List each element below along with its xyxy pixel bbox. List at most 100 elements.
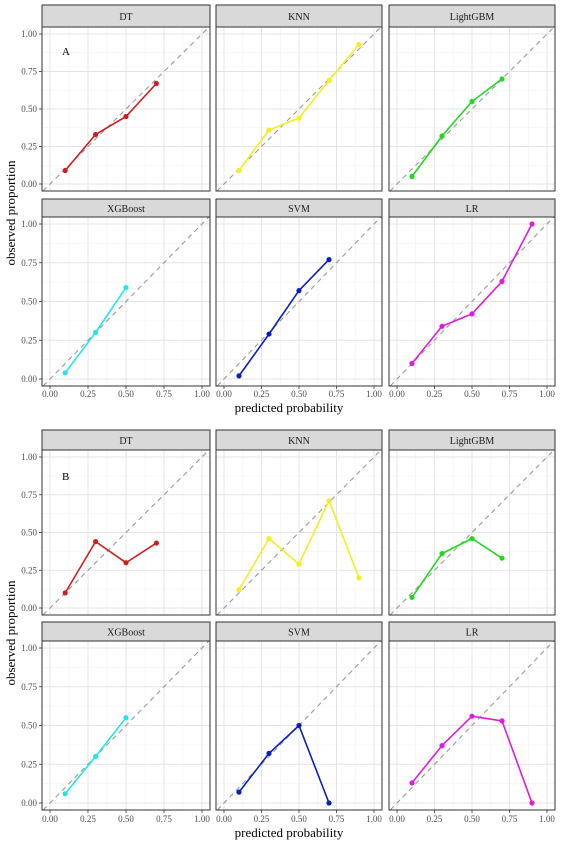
- x-tick-label: 1.00: [366, 389, 382, 399]
- x-tick-label: 0.00: [42, 389, 58, 399]
- x-tick-label: 0.50: [118, 389, 134, 399]
- data-point: [153, 80, 159, 87]
- facet-xgboost: XGBoost 0.00 0.25 0.50 0.75 1.00 0.00 0.25 0.50 0…: [21, 621, 211, 824]
- y-tick-label: 0.75: [21, 258, 37, 268]
- data-point: [296, 722, 302, 729]
- facet-xgboost: XGBoost 0.00 0.25 0.50 0.75 1.00 0.00 0.25 0.50 0…: [21, 198, 211, 399]
- series-line: [411, 78, 503, 177]
- y-tick-label: 0.00: [21, 603, 37, 613]
- data-point: [529, 221, 535, 227]
- y-axis-title-b: observed proportion: [3, 580, 18, 686]
- data-point: [439, 323, 445, 329]
- x-tick-label: 0.75: [502, 814, 518, 824]
- data-point: [296, 561, 302, 567]
- reference-diagonal: [389, 449, 555, 616]
- data-point: [123, 284, 129, 291]
- y-tick-label: 0.00: [21, 798, 37, 808]
- reference-diagonal: [42, 640, 210, 811]
- data-point: [469, 311, 475, 317]
- data-point: [93, 131, 99, 138]
- x-tick-label: 0.25: [254, 814, 270, 824]
- x-tick-label: 1.00: [194, 389, 210, 399]
- data-point: [499, 555, 505, 561]
- x-tick-label: 1.00: [539, 814, 555, 824]
- x-tick-label: 0.00: [389, 389, 405, 399]
- facet-lightgbm: LightGBM: [388, 4, 556, 192]
- facet-strip-label: LightGBM: [450, 12, 495, 23]
- data-point: [266, 750, 272, 757]
- y-tick-label: 1.00: [21, 452, 37, 462]
- y-tick-label: 0.25: [21, 759, 37, 769]
- data-point: [439, 133, 445, 139]
- x-tick-label: 0.50: [118, 814, 134, 824]
- data-point: [326, 77, 332, 84]
- x-axis-title-b: predicted probability: [235, 825, 344, 840]
- x-tick-label: 1.00: [366, 814, 382, 824]
- x-tick-label: 1.00: [194, 814, 210, 824]
- facet-knn: KNN: [215, 429, 383, 616]
- y-tick-label: 0.75: [21, 682, 37, 692]
- reference-diagonal: [42, 216, 210, 387]
- reference-diagonal: [389, 640, 555, 811]
- data-point: [409, 360, 415, 367]
- facet-strip-label: KNN: [288, 12, 310, 23]
- data-point: [409, 780, 415, 786]
- data-point: [296, 288, 302, 294]
- y-tick-label: 0.50: [21, 297, 37, 307]
- x-tick-label: 0.00: [216, 389, 232, 399]
- x-tick-label: 0.75: [329, 389, 345, 399]
- y-tick-label: 1.00: [21, 643, 37, 653]
- data-point: [266, 535, 272, 542]
- y-tick-label: 1.00: [21, 29, 37, 39]
- x-tick-label: 0.75: [329, 814, 345, 824]
- data-point: [62, 791, 68, 797]
- facet-svm: SVM 0.00 0.25 0.50 0.75 1.00: [215, 198, 383, 399]
- y-tick-label: 0.75: [21, 490, 37, 500]
- y-tick-label: 0.00: [21, 374, 37, 384]
- facet-dt: DT 0.00 0.25 0.50 0.75 1.00 B: [21, 429, 211, 616]
- x-tick-label: 0.75: [502, 389, 518, 399]
- series-line: [411, 537, 503, 598]
- data-point: [123, 560, 129, 566]
- series-line: [64, 540, 157, 594]
- x-tick-label: 0.25: [80, 814, 96, 824]
- data-point: [356, 575, 362, 581]
- series-line: [238, 724, 330, 804]
- data-point: [236, 373, 242, 379]
- x-tick-label: 0.25: [427, 389, 443, 399]
- facet-strip-label: XGBoost: [107, 204, 145, 215]
- data-point: [93, 753, 99, 760]
- reference-diagonal: [389, 26, 555, 192]
- y-axis-title-a: observed proportion: [3, 160, 18, 266]
- facet-strip-label: SVM: [288, 628, 310, 639]
- y-tick-label: 0.50: [21, 104, 37, 114]
- data-point: [499, 278, 505, 284]
- facet-strip-label: SVM: [288, 204, 310, 215]
- y-tick-label: 0.50: [21, 721, 37, 731]
- facet-lr: LR 0.00 0.25 0.50 0.75 1.00: [388, 621, 556, 824]
- reference-diagonal: [216, 216, 382, 387]
- panel-border: [388, 449, 556, 616]
- data-point: [439, 743, 445, 749]
- x-tick-label: 0.50: [291, 814, 307, 824]
- series-line: [64, 82, 157, 172]
- facet-strip-label: DT: [119, 12, 132, 23]
- data-point: [469, 98, 475, 105]
- reference-diagonal: [42, 449, 210, 616]
- panel-border: [215, 449, 383, 616]
- facet-strip-label: LR: [466, 204, 479, 215]
- x-tick-label: 0.00: [389, 814, 405, 824]
- data-point: [409, 594, 415, 601]
- series-line: [238, 259, 330, 377]
- x-tick-label: 0.50: [291, 389, 307, 399]
- data-point: [93, 538, 99, 545]
- y-tick-label: 0.25: [21, 565, 37, 575]
- data-point: [93, 329, 99, 336]
- data-point: [236, 789, 242, 795]
- x-tick-label: 1.00: [539, 389, 555, 399]
- facet-dt: DT 0.00 0.25 0.50 0.75 1.00 A: [21, 4, 211, 192]
- panel-border: [215, 26, 383, 192]
- data-point: [236, 587, 242, 593]
- x-tick-label: 0.75: [156, 814, 172, 824]
